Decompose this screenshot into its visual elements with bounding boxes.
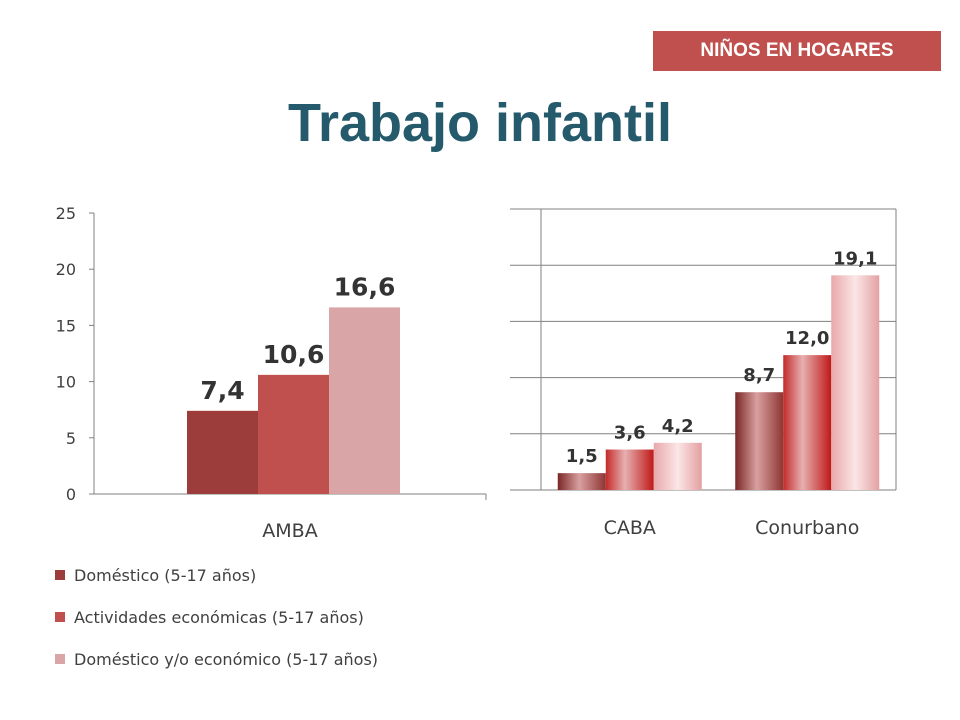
legend-swatch [55,570,65,580]
legend-label: Doméstico y/o económico (5-17 años) [74,649,379,669]
data-label: 4,2 [662,416,694,437]
data-label: 1,5 [566,446,598,467]
legend-item: Doméstico y/o económico (5-17 años) [55,648,378,670]
bar [329,307,400,494]
legend-label: Actividades económicas (5-17 años) [74,607,364,627]
data-label: 10,6 [263,340,325,369]
y-tick-label: 5 [66,429,76,448]
data-label: 12,0 [785,328,829,349]
bar [258,374,329,494]
section-badge: NIÑOS EN HOGARES [653,31,941,71]
y-tick-label: 15 [56,316,76,335]
x-tick-label: Conurbano [755,517,859,539]
page-title: Trabajo infantil [287,93,673,153]
x-tick-label: AMBA [262,520,317,542]
bar [557,473,606,490]
bar [187,410,258,494]
legend: Doméstico (5-17 años) Actividades económ… [55,564,378,690]
data-label: 3,6 [614,423,646,444]
data-label: 19,1 [833,248,877,269]
legend-swatch [55,654,65,664]
data-label: 16,6 [334,272,396,301]
bar [605,449,654,490]
bar [831,275,880,490]
y-tick-label: 0 [66,485,76,504]
data-label: 7,4 [200,376,244,405]
chart-caba-conurbano: 1,5 3,6 4,2 CABA 8,7 12,0 19,1 Conurbano [510,208,897,539]
legend-swatch [55,612,65,622]
y-tick-label: 10 [56,373,76,392]
chart-amba: 0 5 10 15 20 25 7,4 10,6 16,6 AMBA [56,204,487,542]
data-label: 8,7 [743,365,775,386]
legend-label: Doméstico (5-17 años) [74,565,257,585]
bar [653,442,702,490]
charts-canvas: 0 5 10 15 20 25 7,4 10,6 16,6 AMBA 1,5 3,6 4,2 CABA 8… [56,204,897,542]
x-tick-label: CABA [604,517,656,539]
bar [735,392,784,490]
y-tick-label: 20 [56,260,76,279]
legend-item: Actividades económicas (5-17 años) [55,606,378,628]
y-tick-label: 25 [56,204,76,223]
legend-item: Doméstico (5-17 años) [55,564,378,586]
bar [783,355,832,490]
